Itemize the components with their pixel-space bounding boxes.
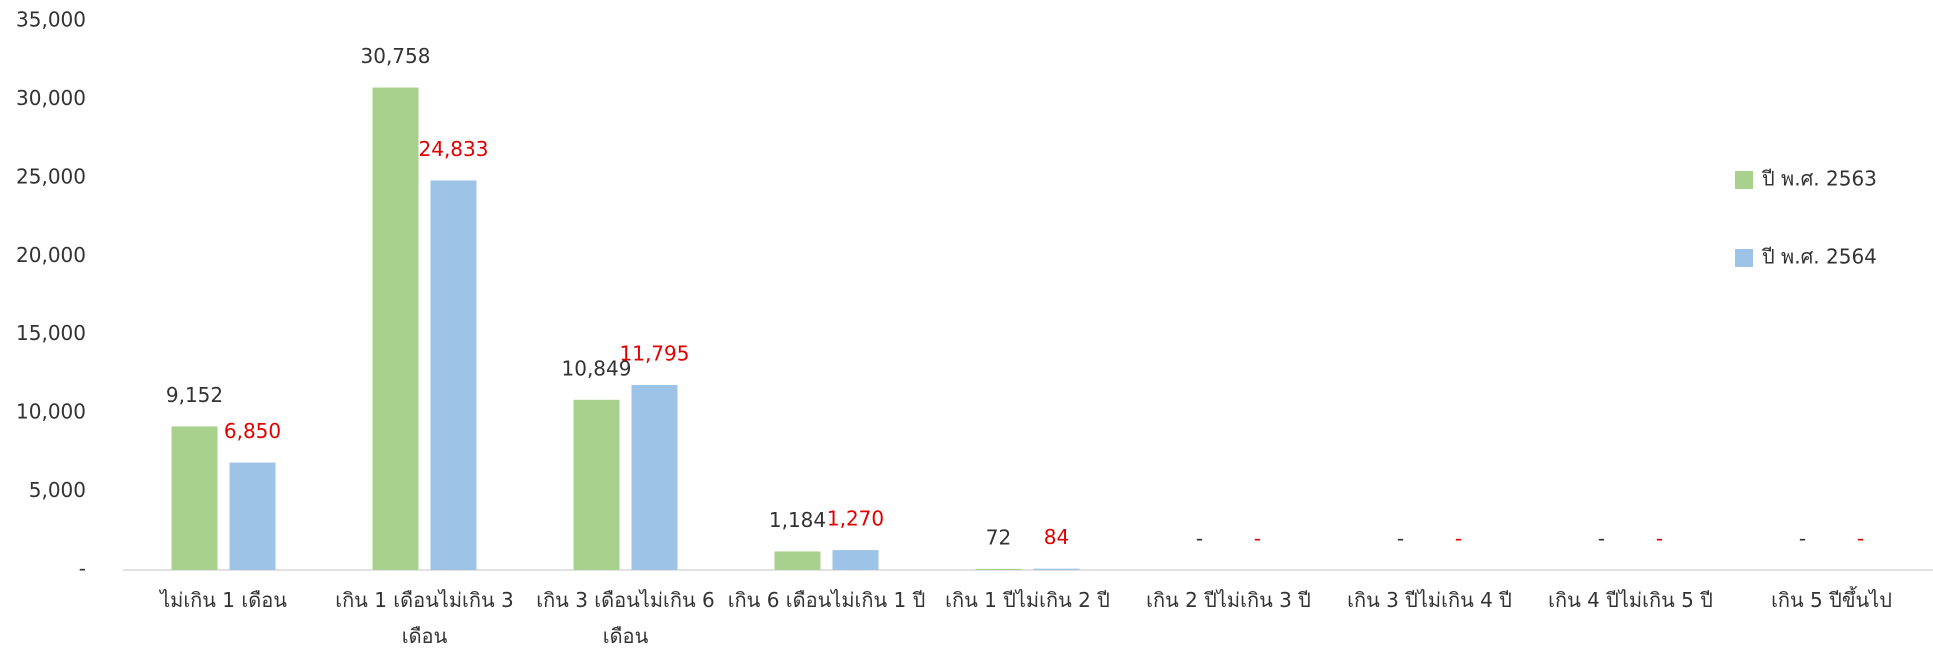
x-tick-label: เกิน 6 เดือนไม่เกิน 1 ปี bbox=[727, 588, 926, 612]
data-label: - bbox=[1196, 527, 1203, 551]
data-label: 9,152 bbox=[166, 383, 223, 407]
bar bbox=[631, 384, 678, 570]
data-label: - bbox=[1598, 527, 1605, 551]
y-tick-label: 15,000 bbox=[16, 321, 86, 345]
data-label: 1,270 bbox=[827, 507, 884, 531]
bar bbox=[832, 550, 879, 570]
y-tick-label: 35,000 bbox=[16, 8, 86, 32]
data-label: - bbox=[1799, 527, 1806, 551]
data-label: 10,849 bbox=[562, 356, 632, 380]
data-label: 84 bbox=[1044, 525, 1069, 549]
x-tick-label: เกิน 1 เดือนไม่เกิน 3 เดือน bbox=[335, 588, 514, 648]
bar bbox=[774, 551, 821, 570]
x-tick-label: เกิน 2 ปีไม่เกิน 3 ปี bbox=[1146, 588, 1311, 612]
x-tick-label: เกิน 3 ปีไม่เกิน 4 ปี bbox=[1347, 588, 1512, 612]
data-label: - bbox=[1254, 527, 1261, 551]
bar bbox=[975, 568, 1022, 570]
data-label: - bbox=[1455, 527, 1462, 551]
data-label: 1,184 bbox=[769, 508, 826, 532]
data-label: - bbox=[1857, 527, 1864, 551]
y-tick-label: 5,000 bbox=[29, 478, 86, 502]
legend-swatch bbox=[1735, 249, 1753, 267]
data-label: 6,850 bbox=[224, 419, 281, 443]
x-tick-label: เกิน 3 เดือนไม่เกิน 6 เดือน bbox=[536, 588, 715, 648]
legend-label: ปี พ.ศ. 2564 bbox=[1762, 245, 1877, 269]
data-label: - bbox=[1656, 527, 1663, 551]
bar bbox=[372, 87, 419, 570]
legend-label: ปี พ.ศ. 2563 bbox=[1762, 167, 1877, 191]
bar bbox=[229, 462, 276, 570]
data-label: - bbox=[1397, 527, 1404, 551]
data-label: 30,758 bbox=[361, 44, 431, 68]
data-label: 24,833 bbox=[419, 137, 489, 161]
legend-swatch bbox=[1735, 171, 1753, 189]
x-tick-label: เกิน 4 ปีไม่เกิน 5 ปี bbox=[1548, 588, 1713, 612]
y-tick-label: 25,000 bbox=[16, 164, 86, 188]
y-tick-label: 30,000 bbox=[16, 86, 86, 110]
bar bbox=[171, 426, 218, 570]
x-tick-label: ไม่เกิน 1 เดือน bbox=[160, 588, 287, 612]
bar bbox=[1033, 568, 1080, 570]
x-tick-label: เกิน 5 ปีขึ้นไป bbox=[1771, 588, 1892, 612]
bar bbox=[573, 399, 620, 570]
x-tick-label: เกิน 1 ปีไม่เกิน 2 ปี bbox=[945, 588, 1110, 612]
data-label: 72 bbox=[986, 525, 1011, 549]
y-tick-label: - bbox=[79, 557, 86, 581]
bar bbox=[430, 180, 477, 570]
data-label: 11,795 bbox=[620, 341, 690, 365]
y-tick-label: 10,000 bbox=[16, 400, 86, 424]
y-tick-label: 20,000 bbox=[16, 243, 86, 267]
